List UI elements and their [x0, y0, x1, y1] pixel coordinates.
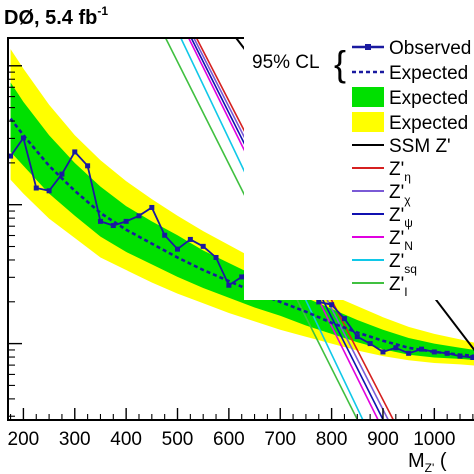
- x-tick-label-5: 700: [264, 429, 296, 450]
- legend-model-label-2: Z'χ: [389, 182, 411, 207]
- legend-model-main-0: SSM Z': [389, 136, 451, 157]
- observed-point-30: [393, 345, 399, 351]
- observed-point-8: [110, 223, 116, 229]
- legend-model-sub-2: χ: [404, 193, 411, 207]
- observed-point-13: [175, 246, 181, 252]
- legend-model-main-5: Z': [389, 251, 404, 272]
- observed-point-3: [46, 188, 52, 194]
- legend-model-label-3: Z'ψ: [389, 205, 413, 230]
- x-ticks-group: 200 300 400 500 600 700 800 900 1000: [8, 408, 474, 450]
- x-axis-title-sub: Z': [425, 461, 435, 474]
- observed-point-0: [8, 153, 14, 159]
- chart-title: DØ, 5.4 fb-1: [4, 4, 108, 29]
- x-tick-label-6: 800: [316, 429, 348, 450]
- observed-point-24: [316, 299, 322, 305]
- legend-cl-label: 95% CL: [252, 52, 320, 73]
- x-axis-title: MZ' (: [408, 450, 447, 474]
- observed-point-11: [149, 204, 155, 210]
- observed-point-33: [431, 349, 437, 355]
- observed-point-26: [341, 316, 347, 322]
- legend: 95% CL { Observed Expected Expected Expe…: [244, 35, 474, 300]
- observed-point-31: [406, 350, 412, 356]
- legend-one-sigma-label: Expected: [389, 88, 468, 109]
- legend-model-sub-3: ψ: [404, 216, 413, 230]
- observed-point-2: [33, 185, 39, 191]
- legend-models-group: SSM Z'Z'ηZ'χZ'ψZ'NZ'sqZ'I: [352, 136, 451, 299]
- legend-model-label-5: Z'sq: [389, 251, 417, 276]
- x-tick-label-2: 400: [110, 429, 142, 450]
- one-sigma-band: [10, 82, 474, 360]
- observed-point-35: [457, 353, 463, 359]
- observed-point-6: [85, 163, 91, 169]
- expected-line: [9, 117, 474, 358]
- observed-point-36: [470, 354, 474, 360]
- legend-model-label-1: Z'η: [389, 159, 411, 184]
- legend-expected-label: Expected: [389, 63, 468, 84]
- observed-point-28: [367, 341, 373, 347]
- legend-observed-marker: [365, 44, 371, 50]
- legend-model-main-3: Z': [389, 205, 404, 226]
- legend-two-sigma-swatch: [352, 112, 384, 132]
- observed-point-4: [59, 171, 65, 177]
- observed-point-18: [239, 274, 245, 280]
- legend-two-sigma-label: Expected: [389, 113, 468, 134]
- one-sigma-band-group: [10, 82, 474, 360]
- x-tick-label-8: 1000: [413, 429, 455, 450]
- observed-point-34: [444, 350, 450, 356]
- observed-point-12: [162, 232, 168, 238]
- plot-area: [8, 38, 474, 420]
- x-tick-label-1: 300: [59, 429, 91, 450]
- y-ticks-group: [8, 65, 22, 417]
- x-tick-label-0: 200: [8, 429, 40, 450]
- x-tick-label-4: 600: [213, 429, 245, 450]
- x-axis-title-main: M: [408, 450, 425, 472]
- observed-point-17: [226, 282, 232, 288]
- observed-point-27: [354, 334, 360, 340]
- observed-point-5: [72, 149, 78, 155]
- observed-point-14: [187, 236, 193, 242]
- observed-point-16: [213, 254, 219, 260]
- plot-frame: [7, 37, 474, 421]
- legend-model-main-4: Z': [389, 228, 404, 249]
- observed-point-1: [20, 135, 26, 141]
- legend-model-label-6: Z'I: [389, 274, 408, 299]
- observed-point-32: [418, 346, 424, 352]
- legend-model-sub-6: I: [404, 285, 407, 299]
- x-tick-label-7: 900: [367, 429, 399, 450]
- x-tick-label-3: 500: [162, 429, 194, 450]
- chart-title-sup: -1: [97, 4, 108, 18]
- observed-point-25: [329, 302, 335, 308]
- legend-one-sigma-swatch: [352, 87, 384, 107]
- observed-point-15: [200, 243, 206, 249]
- legend-brace: {: [334, 43, 346, 84]
- observed-point-29: [380, 349, 386, 355]
- legend-model-main-2: Z': [389, 182, 404, 203]
- legend-model-main-1: Z': [389, 159, 404, 180]
- chart-title-main: DØ, 5.4 fb: [4, 7, 97, 29]
- legend-model-sub-4: N: [404, 239, 413, 253]
- observed-point-9: [123, 218, 129, 224]
- legend-observed-label: Observed: [389, 38, 471, 59]
- legend-model-main-6: Z': [389, 274, 404, 295]
- observed-point-7: [97, 218, 103, 224]
- legend-model-label-0: SSM Z': [389, 136, 451, 157]
- legend-model-sub-5: sq: [404, 262, 417, 276]
- legend-model-label-4: Z'N: [389, 228, 413, 253]
- x-axis-title-unit: (: [434, 450, 447, 472]
- theory-lines-group: [164, 38, 474, 420]
- expected-line-group: [9, 117, 474, 358]
- legend-model-sub-1: η: [404, 170, 411, 184]
- observed-point-10: [136, 213, 142, 219]
